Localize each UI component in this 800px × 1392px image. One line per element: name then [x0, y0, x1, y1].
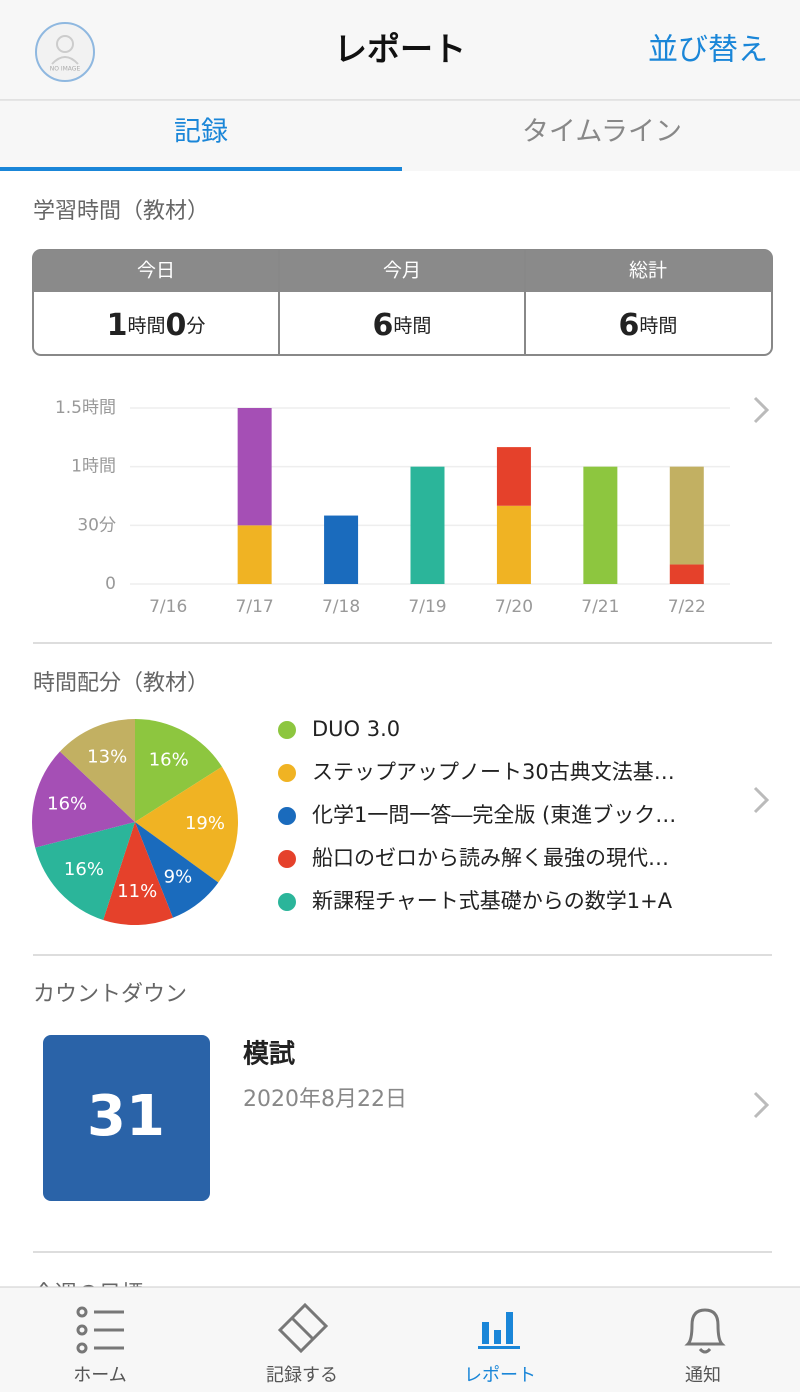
- countdown-days: 31: [87, 1084, 165, 1149]
- nav-bg: [0, 1287, 800, 1392]
- nav-label[interactable]: 通知: [685, 1365, 721, 1386]
- tab[interactable]: タイムライン: [522, 117, 682, 148]
- value-number: 0: [166, 308, 187, 343]
- avatar-body: [51, 56, 79, 65]
- report-icon: [478, 1312, 520, 1349]
- bar-segment: [669, 564, 704, 584]
- section-title: カウントダウン: [33, 982, 187, 1007]
- record-icon: [277, 1302, 329, 1354]
- slice-label: 19%: [185, 813, 225, 834]
- summary-value: 6時間: [619, 308, 678, 343]
- legend-label: DUO 3.0: [312, 717, 400, 741]
- legend-label: ステップアップノート30古典文法基…: [312, 760, 675, 784]
- legend-dot: [278, 721, 296, 739]
- bar-segment: [669, 466, 704, 565]
- value-number: 6: [619, 308, 640, 343]
- countdown-date: 2020年8月22日: [243, 1087, 407, 1112]
- slice-label: 13%: [87, 747, 127, 768]
- countdown-name: 模試: [243, 1040, 295, 1070]
- slice-label: 16%: [47, 794, 87, 815]
- pie-slice: [59, 719, 136, 822]
- tab-indicator: [0, 167, 402, 171]
- slice-label: 16%: [149, 750, 189, 771]
- tabs-bg: [0, 101, 800, 171]
- legend-dot: [278, 893, 296, 911]
- nav-label[interactable]: ホーム: [73, 1365, 126, 1386]
- countdown-box: [43, 1035, 210, 1201]
- x-tick-label: 7/22: [668, 597, 706, 617]
- value-unit: 時間: [393, 315, 431, 337]
- legend-label: 船口のゼロから読み解く最強の現代…: [312, 846, 669, 870]
- value-unit: 時間: [639, 315, 677, 337]
- sort-button[interactable]: 並び替え: [648, 33, 768, 68]
- pie-slice: [35, 822, 136, 920]
- nav-label[interactable]: 記録する: [266, 1365, 338, 1386]
- pie-slice: [135, 766, 239, 883]
- bell-icon: [684, 1308, 726, 1354]
- section-title: 時間配分（教材）: [33, 671, 209, 696]
- y-tick-label: 30分: [77, 515, 116, 535]
- y-tick-label: 1時間: [71, 457, 116, 477]
- bar-segment: [237, 525, 272, 584]
- y-tick-label: 1.5時間: [55, 398, 116, 418]
- slice-label: 9%: [164, 866, 193, 887]
- bar-segment: [410, 466, 445, 584]
- legend-dot: [278, 807, 296, 825]
- pie-slice: [103, 822, 173, 926]
- slice-label: 11%: [117, 881, 157, 902]
- x-tick-label: 7/18: [322, 597, 360, 617]
- summary-label: 今月: [383, 260, 421, 282]
- summary-header: [33, 250, 772, 292]
- bar-segment: [324, 515, 359, 584]
- legend-dot: [278, 764, 296, 782]
- bar-segment: [496, 505, 531, 584]
- summary-label: 今日: [137, 260, 175, 282]
- value-unit: 分: [186, 315, 205, 337]
- x-tick-label: 7/19: [408, 597, 446, 617]
- header-bg: [0, 0, 800, 100]
- chevron[interactable]: [753, 1091, 770, 1119]
- bar-segment: [237, 408, 272, 526]
- avatar-head: [56, 35, 74, 53]
- avatar-text: NO IMAGE: [50, 66, 81, 73]
- y-tick-label: 0: [105, 574, 116, 594]
- summary-value: 1時間0分: [107, 308, 206, 343]
- pie-slice: [135, 719, 222, 822]
- tab-active[interactable]: 記録: [174, 117, 228, 148]
- value-number: 6: [373, 308, 394, 343]
- bar-segment: [496, 447, 531, 506]
- avatar[interactable]: NO IMAGE: [35, 22, 95, 82]
- chevron[interactable]: [753, 396, 770, 424]
- chevron[interactable]: [753, 786, 770, 814]
- pie-slice: [135, 822, 219, 918]
- legend-dot: [278, 850, 296, 868]
- x-tick-label: 7/21: [581, 597, 619, 617]
- x-tick-label: 7/20: [495, 597, 533, 617]
- slice-label: 16%: [64, 859, 104, 880]
- summary-label: 総計: [629, 260, 667, 282]
- legend-label: 新課程チャート式基礎からの数学1+A: [312, 889, 673, 913]
- x-tick-label: 7/17: [236, 597, 274, 617]
- nav-label[interactable]: レポート: [464, 1365, 536, 1386]
- value-number: 1: [107, 308, 128, 343]
- page-title: レポート: [334, 30, 466, 69]
- x-tick-label: 7/16: [149, 597, 187, 617]
- legend-label: 化学1一問一答―完全版 (東進ブック…: [312, 803, 676, 827]
- bottom-nav: [0, 1286, 800, 1392]
- value-unit: 時間: [127, 315, 165, 337]
- section-title: 学習時間（教材）: [33, 199, 209, 224]
- summary-value: 6時間: [373, 308, 432, 343]
- pie-slice: [31, 751, 135, 848]
- home-icon: [76, 1306, 124, 1354]
- bar-segment: [583, 466, 618, 584]
